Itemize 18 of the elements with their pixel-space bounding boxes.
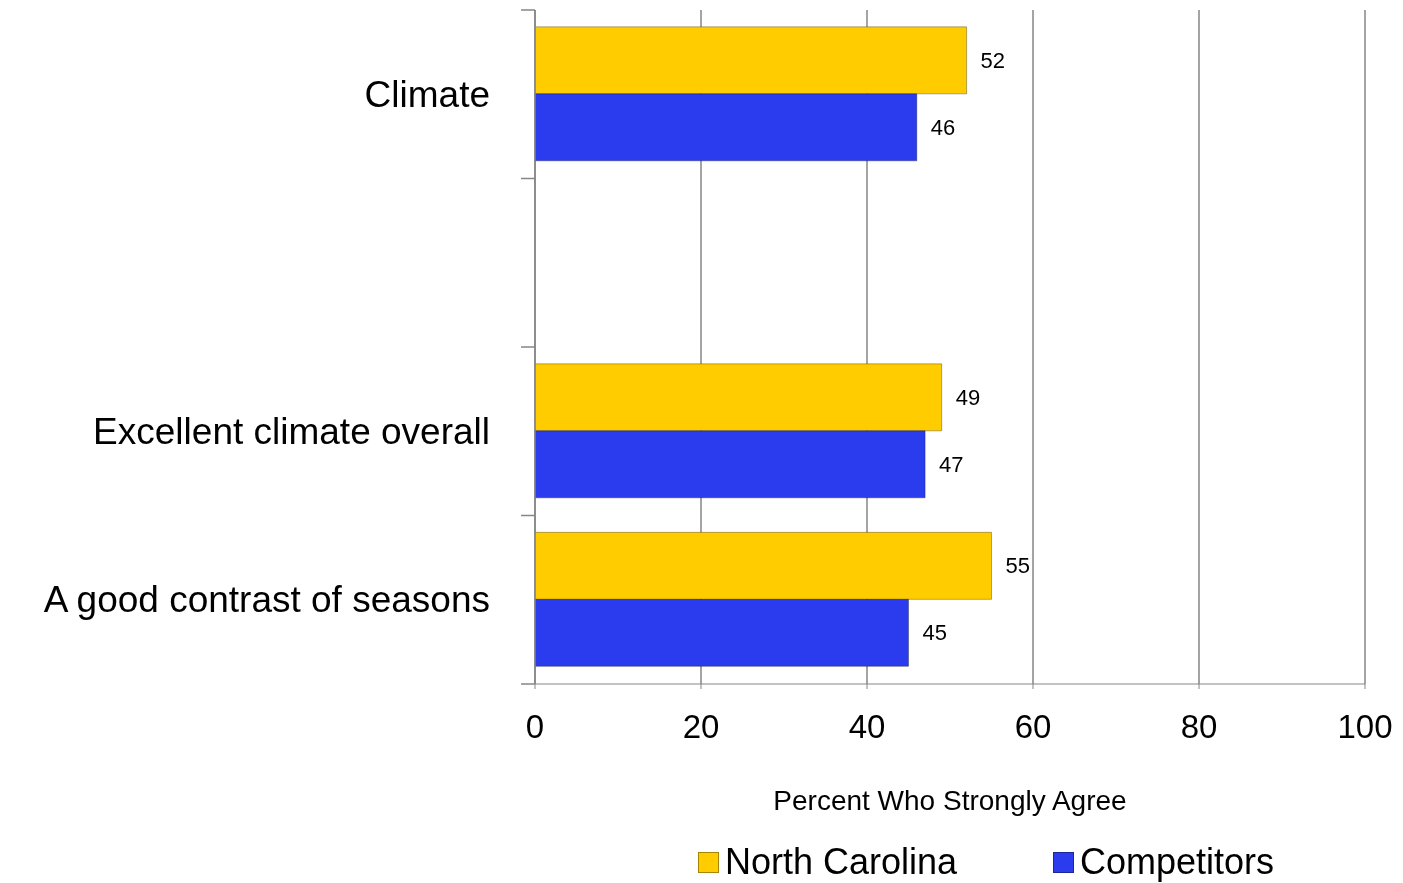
data-label: 49 (955, 384, 981, 410)
x-tick-label: 40 (848, 708, 886, 746)
y-tick-label: Excellent climate overall (93, 410, 490, 452)
legend-label: North Carolina (724, 841, 958, 883)
x-tick-label: 80 (1180, 708, 1218, 746)
data-label: 55 (1005, 553, 1030, 579)
legend-label: Competitors (1080, 841, 1275, 883)
data-label: 45 (922, 620, 947, 646)
y-tick-label: A good contrast of seasons (43, 579, 490, 621)
x-tick-label: 20 (682, 708, 720, 746)
data-label: 46 (930, 114, 956, 140)
data-label: 47 (939, 451, 964, 477)
y-tick-label: Climate (364, 73, 490, 115)
x-axis-title: Percent Who Strongly Agree (773, 785, 1127, 816)
data-label: 52 (980, 47, 1006, 73)
x-tick-label: 60 (1014, 708, 1052, 746)
x-tick-label: 100 (1337, 708, 1393, 746)
x-tick-label: 0 (525, 708, 545, 746)
